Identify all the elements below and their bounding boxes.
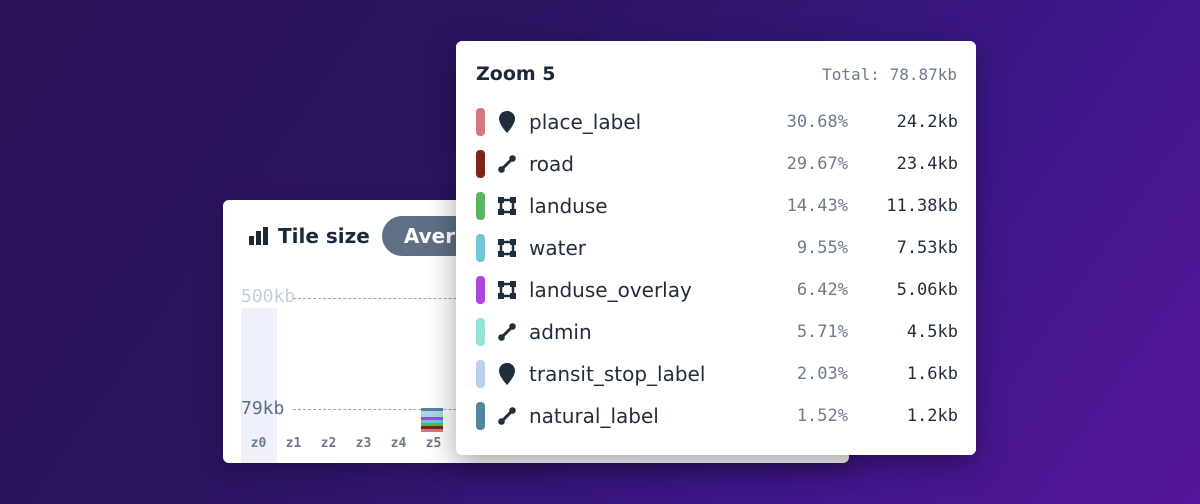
- pin-icon: [497, 362, 517, 386]
- z5-segment-transit_stop_label: [421, 411, 443, 414]
- layer-name: admin: [529, 320, 592, 344]
- layer-row-place_label[interactable]: place_label 30.68% 24.2kb: [476, 107, 958, 137]
- z5-segment-road: [421, 426, 443, 429]
- layer-name: place_label: [529, 110, 642, 134]
- layer-row-landuse_overlay[interactable]: landuse_overlay 6.42% 5.06kb: [476, 275, 958, 305]
- layer-size: 4.5kb: [906, 322, 958, 342]
- layer-percent: 9.55%: [796, 238, 848, 258]
- zoom-label-z1[interactable]: z1: [285, 436, 302, 451]
- layer-percent: 1.52%: [796, 406, 848, 426]
- zoom-label-z2[interactable]: z2: [320, 436, 337, 451]
- layer-row-natural_label[interactable]: natural_label 1.52% 1.2kb: [476, 401, 958, 431]
- pin-icon: [497, 110, 517, 134]
- layer-name: road: [529, 152, 574, 176]
- polygon-icon: [497, 236, 517, 260]
- zoom-label-z4[interactable]: z4: [390, 436, 407, 451]
- line-icon: [497, 152, 517, 176]
- z5-segment-water: [421, 420, 443, 423]
- layer-row-admin[interactable]: admin 5.71% 4.5kb: [476, 317, 958, 347]
- tile-size-title: Tile size: [278, 224, 370, 248]
- z5-stacked-bar[interactable]: [421, 408, 443, 432]
- layer-size: 7.53kb: [896, 238, 958, 258]
- bar-chart-icon: [249, 227, 268, 245]
- z5-segment-place_label: [421, 429, 443, 432]
- layer-color-swatch: [476, 276, 485, 304]
- y-axis-current-label: 79kb: [241, 398, 285, 419]
- layer-percent: 5.71%: [796, 322, 848, 342]
- layer-size: 11.38kb: [886, 196, 958, 216]
- y-axis-max-label: 500kb: [241, 286, 296, 307]
- zoom-label-z5[interactable]: z5: [425, 436, 442, 451]
- layer-row-water[interactable]: water 9.55% 7.53kb: [476, 233, 958, 263]
- layer-color-swatch: [476, 360, 485, 388]
- z5-segment-admin: [421, 414, 443, 417]
- layer-color-swatch: [476, 234, 485, 262]
- layer-color-swatch: [476, 150, 485, 178]
- layer-percent: 6.42%: [796, 280, 848, 300]
- zoom-title: Zoom 5: [476, 63, 556, 85]
- layer-name: natural_label: [529, 404, 659, 428]
- line-icon: [497, 404, 517, 428]
- z5-segment-landuse: [421, 423, 443, 426]
- layer-name: transit_stop_label: [529, 362, 706, 386]
- z5-segment-natural_label: [421, 408, 443, 411]
- z0-column-highlight[interactable]: [241, 308, 277, 463]
- layer-row-road[interactable]: road 29.67% 23.4kb: [476, 149, 958, 179]
- layer-percent: 14.43%: [786, 196, 848, 216]
- layer-size: 5.06kb: [896, 280, 958, 300]
- layer-percent: 29.67%: [786, 154, 848, 174]
- layer-size: 1.2kb: [906, 406, 958, 426]
- layer-percent: 30.68%: [786, 112, 848, 132]
- line-icon: [497, 320, 517, 344]
- zoom-detail-popup: Zoom 5 Total: 78.87kb place_label 30.68% 2…: [456, 41, 976, 455]
- layer-size: 23.4kb: [896, 154, 958, 174]
- layer-color-swatch: [476, 108, 485, 136]
- zoom-label-z3[interactable]: z3: [355, 436, 372, 451]
- layer-size: 24.2kb: [896, 112, 958, 132]
- polygon-icon: [497, 278, 517, 302]
- layer-name: landuse: [529, 194, 608, 218]
- z5-segment-landuse_overlay: [421, 417, 443, 420]
- layer-name: landuse_overlay: [529, 278, 692, 302]
- layer-color-swatch: [476, 318, 485, 346]
- layer-row-transit_stop_label[interactable]: transit_stop_label 2.03% 1.6kb: [476, 359, 958, 389]
- layer-color-swatch: [476, 402, 485, 430]
- layer-size: 1.6kb: [906, 364, 958, 384]
- zoom-label-z0[interactable]: z0: [250, 436, 267, 451]
- layer-color-swatch: [476, 192, 485, 220]
- layer-percent: 2.03%: [796, 364, 848, 384]
- layer-name: water: [529, 236, 586, 260]
- layer-row-landuse[interactable]: landuse 14.43% 11.38kb: [476, 191, 958, 221]
- polygon-icon: [497, 194, 517, 218]
- zoom-axis: z0 z1 z2 z3 z4 z5: [241, 436, 451, 451]
- zoom-total: Total: 78.87kb: [822, 65, 957, 84]
